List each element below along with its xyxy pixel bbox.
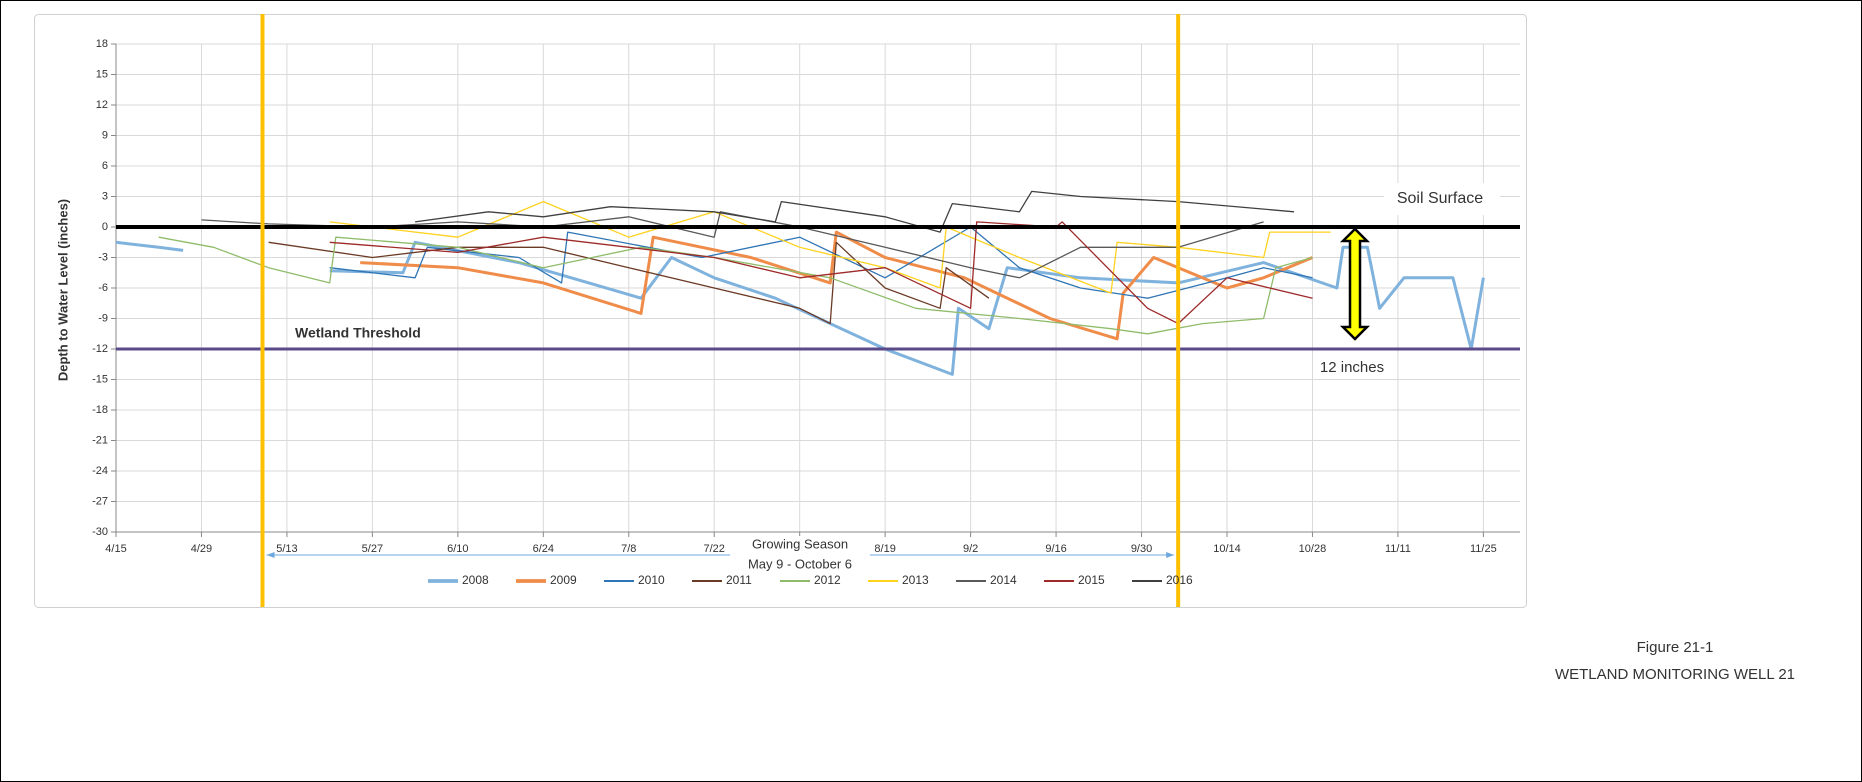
x-tick-label: 8/19 [874, 543, 895, 555]
legend-label: 2016 [1166, 573, 1193, 587]
legend-label: 2011 [726, 573, 752, 587]
y-tick-label: -18 [92, 404, 108, 416]
depth-arrow [1339, 227, 1371, 341]
figure-title: WETLAND MONITORING WELL 21 [1555, 666, 1795, 683]
y-tick-label: 3 [102, 190, 108, 202]
x-tick-label: 5/27 [362, 543, 383, 555]
y-tick-label: 6 [102, 160, 108, 172]
soil-label-box [1384, 183, 1500, 215]
legend-label: 2010 [638, 573, 665, 587]
legend-label: 2008 [462, 573, 489, 587]
depth-label: 12 inches [1320, 359, 1384, 376]
x-tick-label: 4/15 [105, 543, 126, 555]
threshold-label: Wetland Threshold [295, 325, 421, 341]
x-tick-label: 11/11 [1385, 543, 1411, 555]
x-tick-label: 6/10 [447, 543, 468, 555]
y-tick-label: 15 [96, 68, 108, 80]
y-tick-label: 18 [96, 38, 108, 50]
series-line [415, 190, 1295, 233]
x-tick-label: 6/24 [533, 543, 554, 555]
x-tick-label: 9/16 [1045, 543, 1066, 555]
y-tick-label: 0 [102, 221, 108, 233]
legend: 2008 2009 2010 2011 2012 2013 2014 2015 2016 [428, 573, 1193, 587]
y-tick-label: 9 [102, 129, 108, 141]
series-line [115, 240, 1485, 376]
figure-number: Figure 21-1 [1637, 639, 1714, 656]
y-tick-label: -6 [98, 282, 108, 294]
y-tick-label: -3 [98, 251, 108, 263]
season-label: Growing Season [752, 536, 848, 551]
y-tick-label: -12 [92, 343, 108, 355]
y-tick-label: -9 [98, 312, 108, 324]
legend-label: 2013 [902, 573, 929, 587]
y-tick-label: -24 [92, 465, 108, 477]
legend-label: 2014 [990, 573, 1017, 587]
y-axis-label: Depth to Water Level (inches) [55, 199, 70, 381]
legend-label: 2009 [550, 573, 577, 587]
season-dates: May 9 - October 6 [748, 556, 852, 571]
plot [115, 14, 1520, 607]
series-line [329, 200, 1331, 294]
x-tick-label: 7/8 [621, 543, 636, 555]
y-tick-label: -30 [92, 526, 108, 538]
chart-frame [34, 14, 1527, 608]
y-tick-label: 12 [96, 99, 108, 111]
x-tick-label: 9/2 [963, 543, 978, 555]
x-tick-label: 5/13 [276, 543, 297, 555]
x-tick-label: 7/22 [704, 543, 725, 555]
season-label-bg [730, 536, 870, 574]
soil-surface-label: Soil Surface [1397, 190, 1483, 207]
y-tick-label: -15 [92, 373, 108, 385]
y-tick-label: -27 [92, 495, 108, 507]
x-tick-label: 4/29 [191, 543, 212, 555]
x-tick-label: 9/30 [1131, 543, 1152, 555]
legend-label: 2012 [814, 573, 841, 587]
y-tick-label: -21 [92, 434, 108, 446]
series-line [329, 221, 1313, 325]
x-tick-label: 10/28 [1299, 543, 1327, 555]
legend-label: 2015 [1078, 573, 1105, 587]
series-line [158, 236, 1313, 335]
x-tick-label: 10/14 [1213, 543, 1241, 555]
x-tick-label: 11/25 [1470, 543, 1497, 555]
